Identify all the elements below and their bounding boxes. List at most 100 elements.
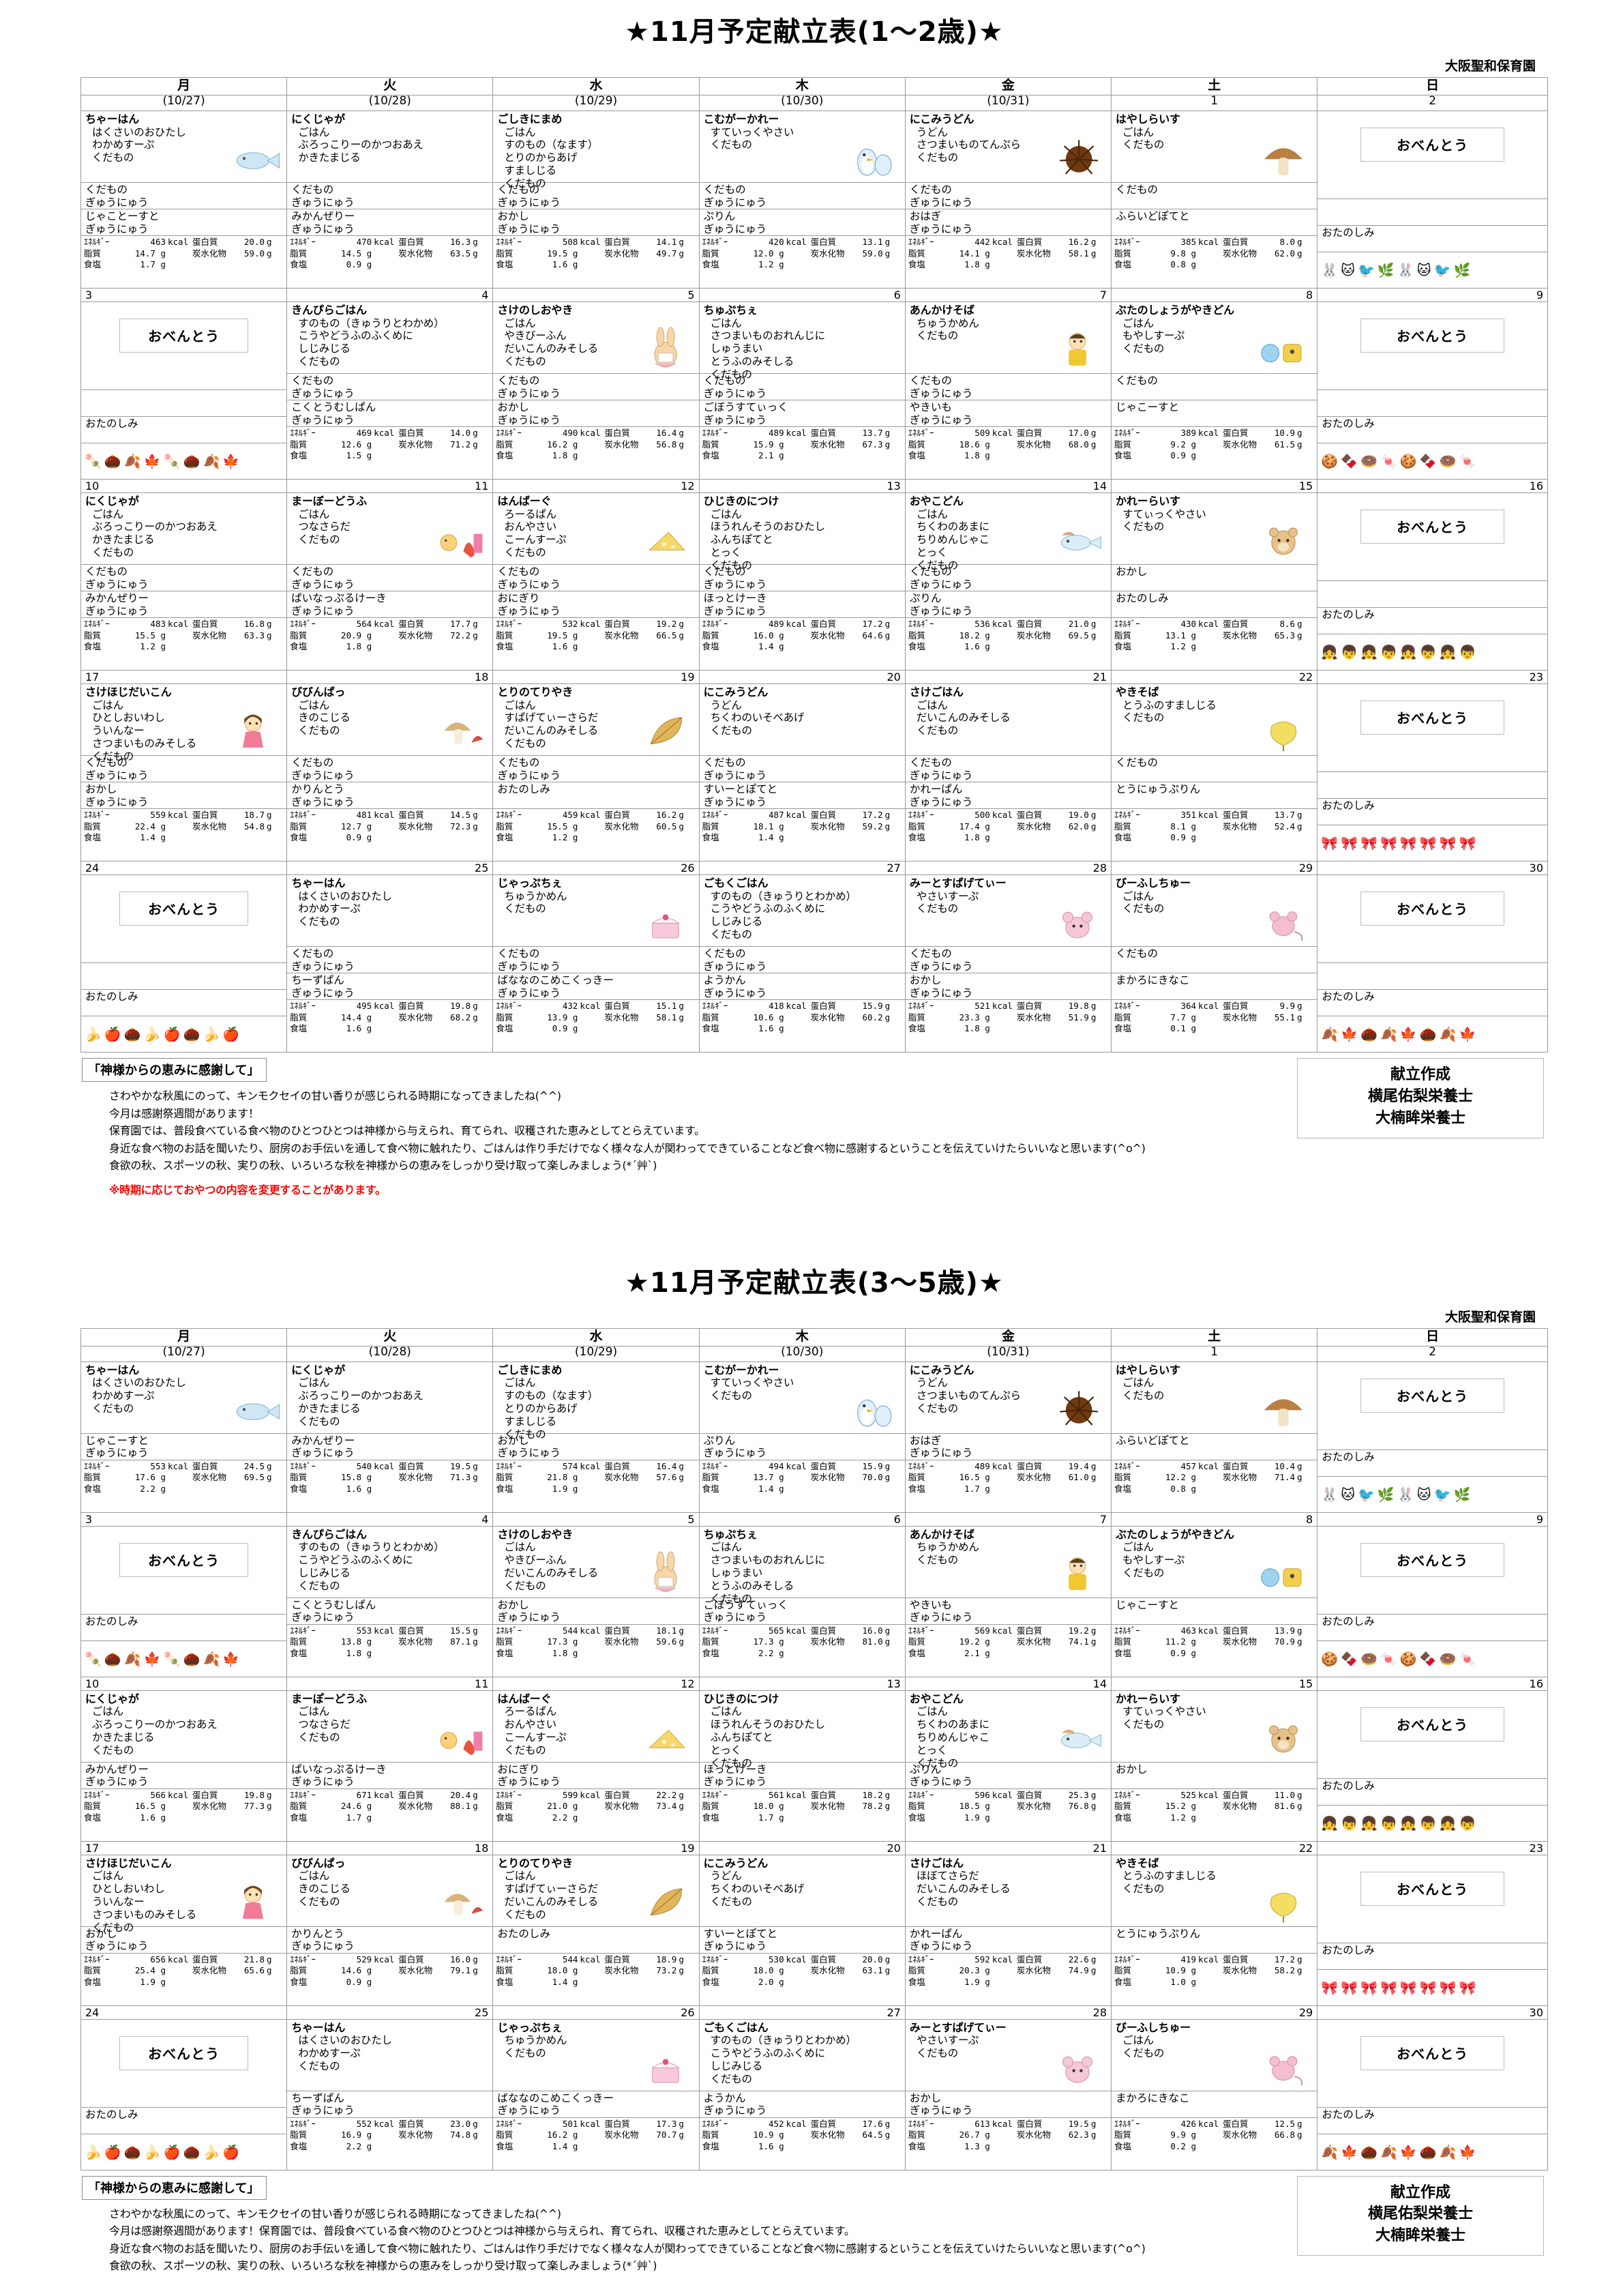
nutrition-fat-row: 脂質 14.7 g 炭水化物 59.0 g: [84, 248, 272, 259]
day-cell[interactable]: びびんぱっ ごはん きのこじる くだもの かりんとう ぎゅうにゅう ｴﾈﾙｷﾞｰ 529 kca…: [286, 1854, 494, 2006]
menu-side-dish: はくさいのおひたし: [298, 889, 392, 902]
day-cell[interactable]: ちゅぷちぇ ごはん さつまいものおれんじに しゅうまい とうふのみそしる くだもの ごぼうす…: [698, 1525, 906, 1677]
day-cell[interactable]: おべんとう おたのしみ 🍪 🍫 🍩 🍬 🍪 🍫 🍩 🍬: [1317, 301, 1548, 480]
menu-side-dish: ほうれんそうのおひたし: [710, 1718, 826, 1731]
menu-container: やきそば とうふのすましじる くだもの: [1112, 1855, 1317, 1926]
day-cell[interactable]: はやしらいす ごはん くだもの くだもの ふらいどぽてと ｴﾈﾙｷﾞｰ 385 kcal 蛋白質…: [1111, 111, 1318, 289]
day-cell[interactable]: とりのてりやき ごはん すぱげてぃーさらだ だいこんのみそしる くだもの おたのしみ ｴﾈﾙ…: [492, 1854, 700, 2006]
day-cell[interactable]: おべんとう おたのしみ 🎀 🎀 🎀 🎀 🎀 🎀 🎀 🎀: [1317, 683, 1548, 862]
day-cell[interactable]: ひじきのにつけ ごはん ほうれんそうのおひたし ふんちぽてと とっく くだもの ほっとけーき…: [698, 1690, 906, 1842]
day-cell[interactable]: にこみうどん うどん ちくわのいそべあげ くだもの くだもの ぎゅうにゅう すいーとぽてとぎ…: [698, 683, 906, 862]
afternoon-snack: おかし ぎゅうにゅう: [493, 1597, 699, 1624]
day-cell[interactable]: おべんとう おたのしみ 🍂 🍁 🌰 🍂 🍁 🌰 🍂 🍁: [1317, 2018, 1548, 2170]
decoration-icon: 🍫: [1419, 1650, 1437, 1667]
menu-calendar-table: 月 (10/27) 火 (10/28) 水 (10/29) 木 (10/30) 金 (10/31)…: [80, 77, 1548, 1053]
day-cell[interactable]: かれーらいす すてぃっくやさい くだもの おかし ｴﾈﾙｷﾞｰ 525 kcal 蛋白質 11.…: [1111, 1690, 1318, 1842]
day-cell[interactable]: ちゅぷちぇ ごはん さつまいものおれんじに しゅうまい とうふのみそしる くだもの くだもの…: [698, 301, 906, 480]
day-cell[interactable]: おべんとう おたのしみ 🐰 🐱 🐦 🌿 🐰 🐱 🐦 🌿: [1317, 111, 1548, 289]
day-cell[interactable]: はやしらいす ごはん くだもの ふらいどぽてと ｴﾈﾙｷﾞｰ 457 kcal 蛋白質 10.4…: [1111, 1361, 1318, 1513]
day-cell[interactable]: こむがーかれー すていっくやさい くだもの くだもの ぎゅうにゅう ぷりん ぎゅうにゅう ｴﾈ…: [698, 111, 906, 289]
day-cell[interactable]: おべんとう おたのしみ 🍡 🌰 🍂 🍁 🍡 🌰 🍂 🍁: [80, 1525, 288, 1677]
nutrition-info: ｴﾈﾙｷﾞｰ 501 kcal 蛋白質 17.3 g 脂質 16.2 g 炭水化物 70.7 g 食塩…: [493, 2117, 699, 2155]
menu-container: ごもくごはん すのもの（きゅうりとわかめ） こうやどうふのふくめに しじみじる くだもの: [700, 2020, 904, 2091]
day-cell[interactable]: ごもくごはん すのもの（きゅうりとわかめ） こうやどうふのふくめに しじみじる くだもの…: [698, 2018, 906, 2170]
menu-side-dish: すぱげてぃーさらだ: [504, 711, 599, 724]
day-cell[interactable]: さけごはん ごはん だいこんのみそしる くだもの くだもの ぎゅうにゅう かれーぱん ぎゅうに…: [904, 683, 1112, 862]
day-cell[interactable]: おべんとう おたのしみ 👧 👦 👧 👦 👧 👦 👧 👦: [1317, 492, 1548, 671]
day-cell[interactable]: にくじゃが ごはん ぶろっこりーのかつおあえ かきたまじる くだもの ぎゅうにゅう みかんぜ…: [286, 111, 494, 289]
day-cell[interactable]: こむがーかれー すていっくやさい くだもの ぷりん ぎゅうにゅう ｴﾈﾙｷﾞｰ 494 kca…: [698, 1361, 906, 1513]
day-cell[interactable]: さけのしおやき ごはん やきびーふん だいこんのみそしる くだもの くだもの ぎゅうにゅうお…: [492, 301, 700, 480]
day-cell[interactable]: さけほじだいこん ごはん ひとしおいわし ういんなー さつまいものみそしる くだもの おかし…: [80, 1854, 288, 2006]
menu-side-dish: くだもの: [504, 902, 546, 915]
menu-container: にくじゃが ごはん ぶろっこりーのかつおあえ かきたまじる くだもの: [82, 1691, 286, 1762]
day-cell[interactable]: びびんぱっ ごはん きのこじる くだもの くだもの ぎゅうにゅう かりんとう ぎゅうにゅう ｴﾈ…: [286, 683, 494, 862]
day-cell[interactable]: やきそば とうふのすましじる くだもの とうにゅうぷりん ｴﾈﾙｷﾞｰ 419 kcal 蛋白…: [1111, 1854, 1318, 2006]
day-cell[interactable]: やきそば とうふのすましじる くだもの くだもの とうにゅうぷりん ｴﾈﾙｷﾞｰ 351 kc…: [1111, 683, 1318, 862]
day-cell[interactable]: おべんとう おたのしみ 🍂 🍁 🌰 🍂 🍁 🌰 🍂 🍁: [1317, 874, 1548, 1053]
day-cell[interactable]: ちゃーはん はくさいのおひたし わかめすーぷ くだもの くだもの ぎゅうにゅう じゃことーす…: [80, 111, 288, 289]
day-cell[interactable]: ちゃーはん はくさいのおひたし わかめすーぷ くだもの くだもの ぎゅうにゅう ちーずぱんぎ…: [286, 874, 494, 1053]
day-cell[interactable]: みーとすぱげてぃー やさいすーぷ くだもの くだもの ぎゅうにゅう おかし ぎゅうにゅう ｴﾈ…: [904, 874, 1112, 1053]
day-number: 30: [1529, 2005, 1543, 2019]
day-cell[interactable]: おべんとう おたのしみ 🎀 🎀 🎀 🎀 🎀 🎀 🎀 🎀: [1317, 1854, 1548, 2006]
day-cell[interactable]: ごしきにまめ ごはん すのもの（なます） とりのからあげ すましじる くだもの おかし ぎゅう…: [492, 1361, 700, 1513]
day-cell[interactable]: にくじゃが ごはん ぶろっこりーのかつおあえ かきたまじる くだもの くだもの ぎゅうにゅう…: [80, 492, 288, 671]
day-cell[interactable]: はんばーぐ ろーるぱん おんやさい こーんすーぷ くだもの くだもの ぎゅうにゅう おにぎりぎ…: [492, 492, 700, 671]
day-cell[interactable]: じゃっぷちぇ ちゅうかめん くだもの くだもの ぎゅうにゅう ばななのこめこくっきー ぎゅう…: [492, 874, 700, 1053]
day-cell[interactable]: あんかけそば ちゅうかめん くだもの くだもの ぎゅうにゅう やきいも ぎゅうにゅう ｴﾈﾙｷ…: [904, 301, 1112, 480]
day-cell[interactable]: おやこどん ごはん ちくわのあまに ちりめんじゃこ とっく くだもの ぷりん ぎゅうにゅう ｴﾈ…: [904, 1690, 1112, 1842]
menu-container: きんぴらごはん すのもの（きゅうりとわかめ） こうやどうふのふくめに しじみじる くだも…: [288, 303, 492, 374]
menu-main-dish: ちゃーはん: [291, 2020, 346, 2034]
menu-container: ちゃーはん はくさいのおひたし わかめすーぷ くだもの: [288, 2020, 492, 2091]
day-number-cell: 19: [492, 670, 700, 684]
afternoon-snack: ごぼうすてぃっく ぎゅうにゅう: [700, 400, 905, 426]
day-cell[interactable]: さけほじだいこん ごはん ひとしおいわし ういんなー さつまいものみそしる くだもの くだも…: [80, 683, 288, 862]
day-cell[interactable]: まーぽーどうふ ごはん つなさらだ くだもの ぱいなっぷるけーき ぎゅうにゅう ｴﾈﾙｷﾞｰ…: [286, 1690, 494, 1842]
day-cell[interactable]: にくじゃが ごはん ぶろっこりーのかつおあえ かきたまじる くだもの みかんぜりー ぎゅうに…: [80, 1690, 288, 1842]
day-cell[interactable]: かれーらいす すてぃっくやさい くだもの おかし おたのしみ ｴﾈﾙｷﾞｰ 430 kcal 蛋…: [1111, 492, 1318, 671]
day-cell[interactable]: おやこどん ごはん ちくわのあまに ちりめんじゃこ とっく くだもの くだもの ぎゅうにゅうぷ…: [904, 492, 1112, 671]
day-cell[interactable]: さけのしおやき ごはん やきびーふん だいこんのみそしる くだもの おかし ぎゅうにゅう ｴﾈ…: [492, 1525, 700, 1677]
day-cell[interactable]: ちゃーはん はくさいのおひたし わかめすーぷ くだもの じゃこーすと ぎゅうにゅう ｴﾈﾙｷ…: [80, 1361, 288, 1513]
morning-snack: くだもの ぎゅうにゅう: [81, 755, 286, 782]
day-number: 26: [681, 862, 695, 874]
day-cell[interactable]: じゃっぷちぇ ちゅうかめん くだもの ばななのこめこくっきー ぎゅうにゅう ｴﾈﾙｷﾞｰ 5…: [492, 2018, 700, 2170]
day-cell[interactable]: にこみうどん うどん ちくわのいそべあげ くだもの すいーとぽてと ぎゅうにゅう ｴﾈﾙｷﾞ…: [698, 1854, 906, 2006]
menu-side-dish: しじみじる: [710, 2059, 763, 2072]
day-cell[interactable]: にくじゃが ごはん ぶろっこりーのかつおあえ かきたまじる くだもの みかんぜりー ぎゅうに…: [286, 1361, 494, 1513]
day-cell[interactable]: はんばーぐ ろーるぱん おんやさい こーんすーぷ くだもの おにぎり ぎゅうにゅう ｴﾈﾙｷﾞ…: [492, 1690, 700, 1842]
day-cell[interactable]: おべんとう おたのしみ 🍡 🌰 🍂 🍁 🍡 🌰 🍂 🍁: [80, 301, 288, 480]
day-cell[interactable]: にこみうどん うどん さつまいものてんぷら くだもの おはぎ ぎゅうにゅう ｴﾈﾙｷﾞｰ 48…: [904, 1361, 1112, 1513]
nutrition-energy-row: ｴﾈﾙｷﾞｰ 544 kcal 蛋白質 18.1 g: [496, 1625, 684, 1636]
dietitian-name-1: 横尾佑梨栄養士: [1367, 1087, 1473, 1105]
day-cell[interactable]: ごしきにまめ ごはん すのもの（なます） とりのからあげ すましじる くだもの くだもの ぎゅ…: [492, 111, 700, 289]
day-cell[interactable]: きんぴらごはん すのもの（きゅうりとわかめ） こうやどうふのふくめに しじみじる くだも…: [286, 301, 494, 480]
decoration-icon: 🐰: [1397, 262, 1414, 278]
day-cell[interactable]: おべんとう おたのしみ 👧 👦 👧 👦 👧 👦 👧 👦: [1317, 1690, 1548, 1842]
weekday-name: 火: [383, 1328, 397, 1344]
day-cell[interactable]: びーふしちゅー ごはん くだもの くだもの まかろにきなこ ｴﾈﾙｷﾞｰ 364 kcal 蛋白…: [1111, 874, 1318, 1053]
day-cell[interactable]: まーぼーどうふ ごはん つなさらだ くだもの くだもの ぎゅうにゅう ぱいなっぷるけーき ぎゅ…: [286, 492, 494, 671]
decoration-icon: 👧: [1360, 644, 1378, 660]
day-cell[interactable]: みーとすぱげてぃー やさいすーぷ くだもの おかし ぎゅうにゅう ｴﾈﾙｷﾞｰ 613 kca…: [904, 2018, 1112, 2170]
day-cell[interactable]: とりのてりやき ごはん すぱげてぃーさらだ だいこんのみそしる くだもの くだもの ぎゅうに…: [492, 683, 700, 862]
day-cell[interactable]: ごもくごはん すのもの（きゅうりとわかめ） こうやどうふのふくめに しじみじる くだもの…: [698, 874, 906, 1053]
day-cell[interactable]: さけごはん ほぼてさらだ だいこんのみそしる くだもの かれーぱん ぎゅうにゅう ｴﾈﾙｷﾞ…: [904, 1854, 1112, 2006]
day-cell[interactable]: おべんとう おたのしみ 🍪 🍫 🍩 🍬 🍪 🍫 🍩 🍬: [1317, 1525, 1548, 1677]
day-cell[interactable]: ぶたのしょうがやきどん ごはん もやしすーぷ くだもの くだもの じゃこーすと ｴﾈﾙｷﾞｰ…: [1111, 301, 1318, 480]
day-cell[interactable]: おべんとう おたのしみ 🐰 🐱 🐦 🌿 🐰 🐱 🐦 🌿: [1317, 1361, 1548, 1513]
day-cell[interactable]: びーふしちゅー ごはん くだもの まかろにきなこ ｴﾈﾙｷﾞｰ 426 kcal 蛋白質 12.…: [1111, 2018, 1318, 2170]
day-cell[interactable]: きんぴらごはん すのもの（きゅうりとわかめ） こうやどうふのふくめに しじみじる くだも…: [286, 1525, 494, 1677]
menu-container: おべんとう: [1318, 2035, 1547, 2107]
day-cell[interactable]: おべんとう おたのしみ 🍌 🍎 🌰 🍌 🍎 🌰 🍌 🍎: [80, 2018, 288, 2170]
day-cell[interactable]: にこみうどん うどん さつまいものてんぷら くだもの くだもの ぎゅうにゅう おはぎ ぎゅうに…: [904, 111, 1112, 289]
bento-label: おべんとう: [1360, 1707, 1504, 1741]
day-cell[interactable]: あんかけそば ちゅうかめん くだもの やきいも ぎゅうにゅう ｴﾈﾙｷﾞｰ 569 kcal 蛋…: [904, 1525, 1112, 1677]
nutrition-info: ｴﾈﾙｷﾞｰ 487 kcal 蛋白質 17.2 g 脂質 18.1 g 炭水化物 59.2 g 食塩…: [700, 808, 905, 847]
day-cell[interactable]: ぶたのしょうがやきどん ごはん もやしすーぷ くだもの じゃこーすと ｴﾈﾙｷﾞｰ 463 k…: [1111, 1525, 1318, 1677]
day-cell[interactable]: ひじきのにつけ ごはん ほうれんそうのおひたし ふんちぽてと とっく くだもの くだもの ぎゅ…: [698, 492, 906, 671]
menu-container: こむがーかれー すていっくやさい くだもの: [700, 112, 904, 183]
day-cell[interactable]: おべんとう おたのしみ 🍌 🍎 🌰 🍌 🍎 🌰 🍌 🍎: [80, 874, 288, 1053]
day-cell[interactable]: ちゃーはん はくさいのおひたし わかめすーぷ くだもの ちーずぱん ぎゅうにゅう ｴﾈﾙｷﾞ…: [286, 2018, 494, 2170]
